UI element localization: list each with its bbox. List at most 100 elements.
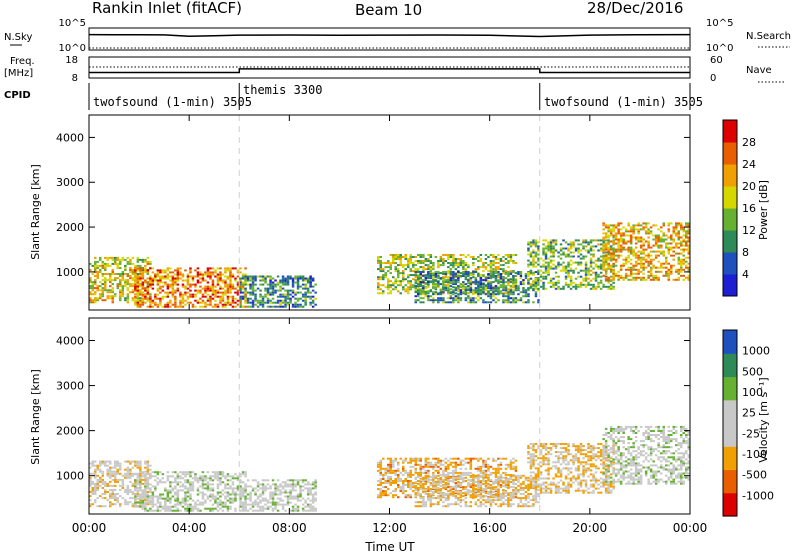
echo-cell [131,285,135,288]
echo-cell [665,234,668,237]
echo-cell [417,463,420,466]
echo-cell [94,269,97,271]
echo-cell [224,279,227,282]
echo-cell [174,487,177,490]
echo-cell [144,473,147,476]
echo-cell [379,467,382,470]
echo-cell [647,222,650,225]
echo-cell [136,472,140,475]
echo-cell [134,483,137,486]
echo-cell [146,480,150,483]
echo-cell [479,285,483,288]
echo-cell [587,271,590,274]
echo-cell [442,260,445,262]
echo-cell [181,489,185,492]
echo-cell [424,274,428,277]
echo-cell [119,468,122,471]
echo-cell [269,283,272,286]
echo-cell [634,272,638,275]
echo-cell [309,509,312,512]
echo-cell [201,491,205,494]
echo-cell [469,465,473,468]
echo-cell [377,268,380,271]
echo-cell [131,299,135,302]
echo-cell [662,262,665,265]
echo-cell [607,262,610,265]
echo-cell [644,258,648,261]
echo-cell [194,477,197,480]
echo-cell [464,473,468,476]
echo-cell [489,465,493,468]
echo-cell [577,255,580,258]
echo-cell [512,277,515,280]
echo-cell [662,238,665,241]
echo-cell [687,232,690,235]
echo-cell [204,477,207,480]
echo-cell [144,497,147,500]
echo-cell [519,271,523,273]
echo-cell [487,274,490,277]
echo-cell [126,256,130,259]
echo-cell [602,244,605,247]
echo-cell [594,279,598,282]
echo-cell [544,251,548,254]
echo-cell [649,274,653,277]
echo-cell [604,262,608,265]
echo-cell [632,254,635,257]
echo-cell [156,481,160,484]
echo-cell [627,230,630,233]
echo-cell [154,479,157,482]
echo-cell [484,480,488,482]
echo-cell [199,281,202,284]
echo-cell [427,275,430,277]
echo-cell [589,283,593,286]
echo-cell [552,277,555,280]
echo-cell [131,291,135,294]
echo-cell [226,303,230,306]
echo-cell [224,487,227,490]
echo-cell [527,259,530,262]
echo-cell [149,277,152,280]
echo-cell [254,297,257,300]
echo-cell [437,457,440,460]
echo-cell [629,274,633,277]
echo-cell [409,486,412,489]
echo-cell [314,507,317,510]
echo-cell [660,236,663,239]
echo-cell [552,255,555,258]
echo-cell [634,254,638,257]
echo-cell [311,289,315,292]
echo-cell [296,505,300,508]
echo-cell [121,487,125,489]
echo-cell [241,491,245,494]
echo-cell [629,278,633,281]
echo-cell [136,269,140,272]
echo-cell [434,288,438,291]
echo-cell [249,279,252,282]
echo-cell [184,299,187,302]
echo-cell [397,280,400,283]
echo-cell [149,299,152,302]
echo-cell [397,264,400,267]
echo-cell [199,297,202,300]
echo-cell [129,501,132,504]
echo-cell [389,469,392,472]
echo-cell [527,281,530,284]
echo-cell [444,273,448,275]
echo-cell [599,247,603,250]
echo-cell [294,489,297,492]
echo-cell [134,293,137,296]
echo-cell [517,285,520,288]
echo-cell [101,291,104,294]
echo-cell [126,301,130,304]
echo-cell [612,247,615,250]
echo-cell [599,271,603,274]
echo-cell [311,499,315,502]
echo-cell [404,490,407,493]
echo-cell [382,473,385,476]
echo-cell [479,469,483,472]
echo-cell [244,509,247,512]
echo-cell [139,267,142,270]
echo-cell [301,287,305,290]
echo-cell [194,283,197,286]
